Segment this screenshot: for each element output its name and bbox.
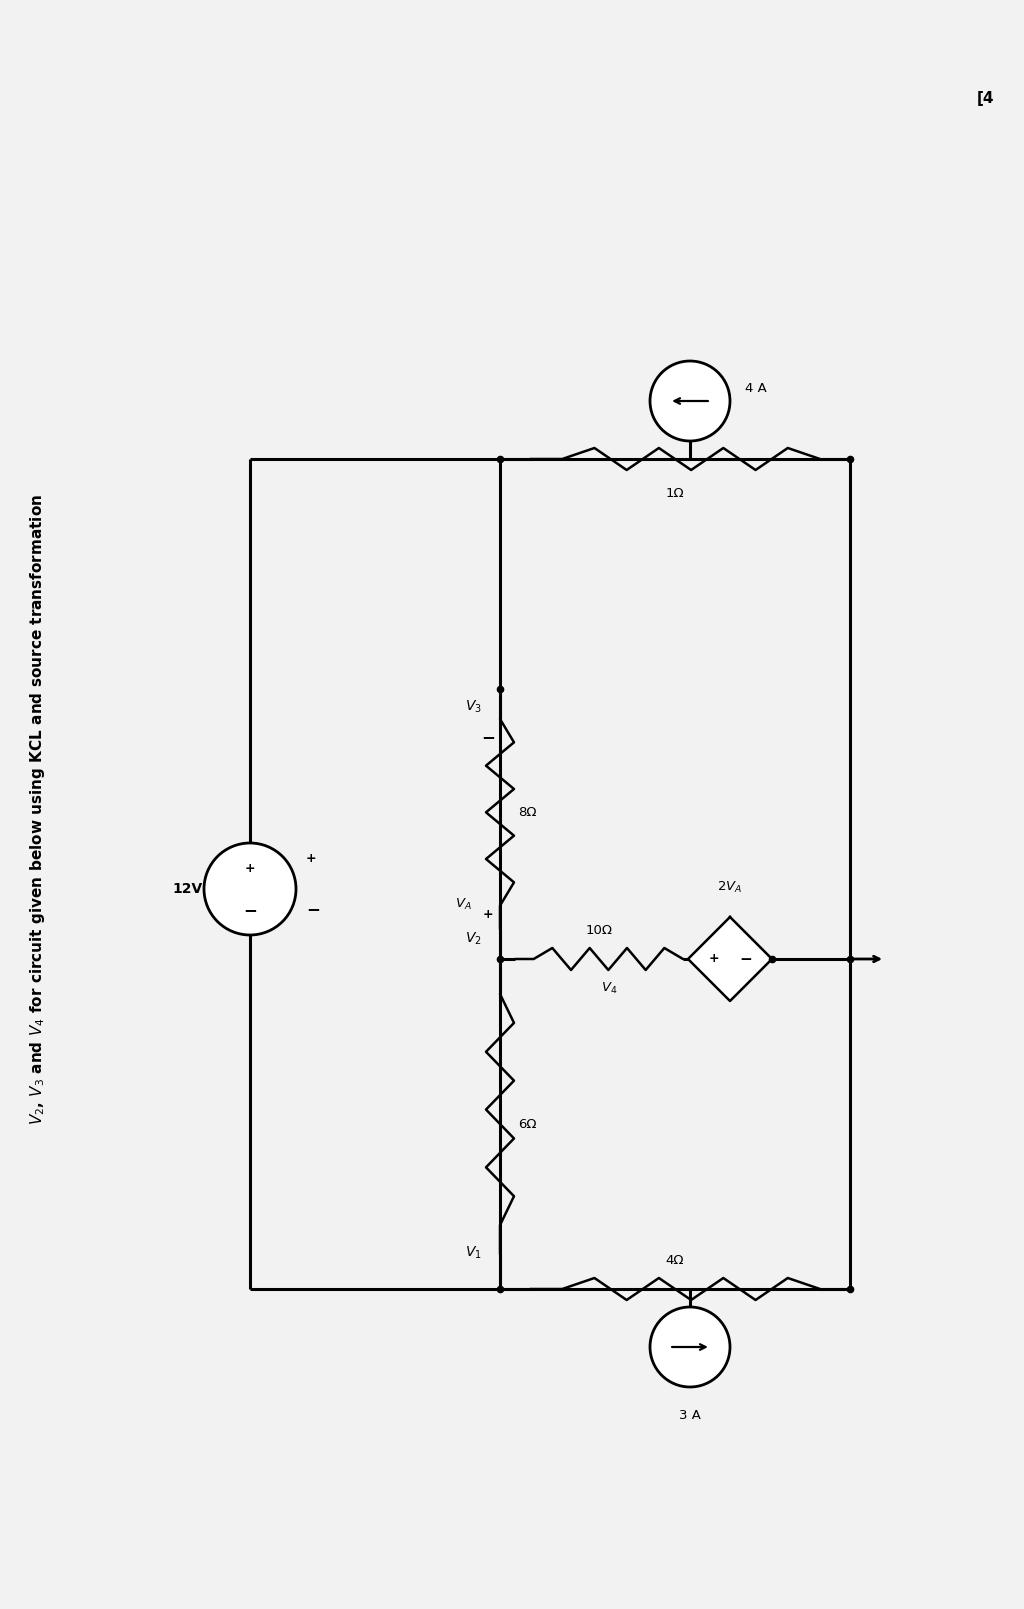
Text: 3 A: 3 A [679, 1409, 701, 1422]
Text: 8Ω: 8Ω [518, 806, 537, 819]
Text: −: − [739, 951, 753, 967]
Text: +: + [245, 862, 255, 875]
Text: +: + [709, 953, 719, 965]
Text: 10Ω: 10Ω [586, 924, 612, 936]
Circle shape [650, 1307, 730, 1387]
Text: $V_4$: $V_4$ [601, 981, 617, 996]
Polygon shape [688, 917, 772, 1001]
Text: $V_A$: $V_A$ [456, 896, 472, 912]
Circle shape [650, 360, 730, 441]
Text: $V_2$, $V_3$ and $V_4$ for circuit given below using KCL and source transformati: $V_2$, $V_3$ and $V_4$ for circuit given… [29, 494, 47, 1125]
Text: $2V_A$: $2V_A$ [718, 880, 742, 895]
Text: +: + [482, 907, 494, 920]
Text: −: − [306, 899, 319, 919]
Text: 1Ω: 1Ω [666, 488, 684, 500]
Text: [4: [4 [976, 92, 993, 106]
Text: −: − [481, 727, 495, 747]
Circle shape [204, 843, 296, 935]
Text: $V_1$: $V_1$ [465, 1245, 482, 1261]
Text: $V_2$: $V_2$ [465, 930, 482, 948]
Text: $V_3$: $V_3$ [465, 698, 482, 716]
Text: 12V: 12V [173, 882, 203, 896]
Text: −: − [243, 901, 257, 919]
Text: 6Ω: 6Ω [518, 1118, 537, 1131]
Text: +: + [306, 853, 316, 866]
Text: 4 A: 4 A [745, 383, 767, 396]
Text: 4Ω: 4Ω [666, 1253, 684, 1266]
